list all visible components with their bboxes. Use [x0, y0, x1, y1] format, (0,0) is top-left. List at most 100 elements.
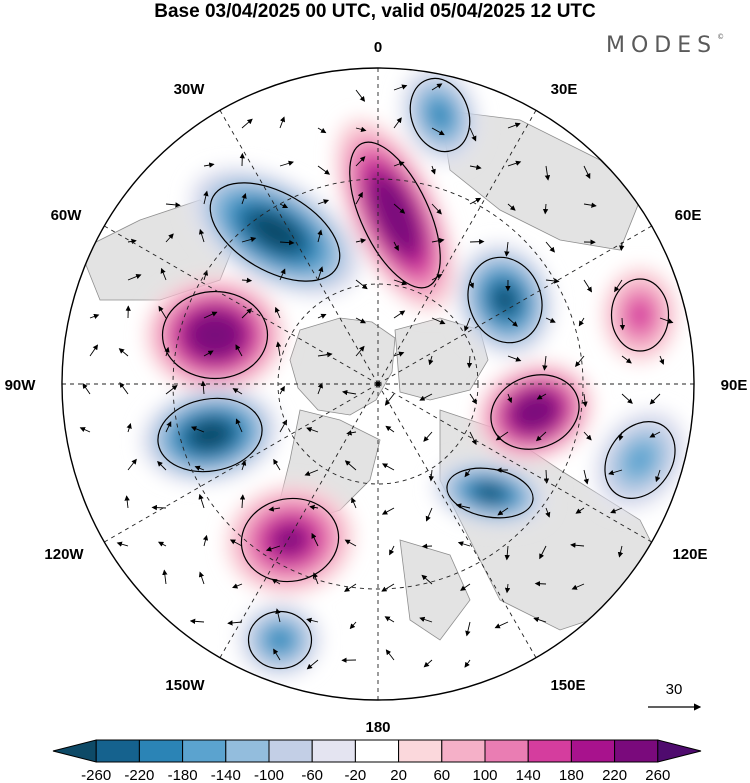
meridian-line — [377, 218, 665, 385]
wind-arrow — [355, 126, 367, 132]
wind-arrow — [344, 583, 357, 592]
wind-arrow — [534, 581, 547, 587]
wind-arrow — [617, 545, 624, 558]
lon-label-30e: 30E — [551, 81, 578, 98]
colorbar-tick-label: 100 — [472, 767, 497, 783]
wind-arrow — [265, 545, 281, 552]
wind-arrow — [570, 542, 585, 548]
wind-arrow — [466, 355, 473, 369]
wind-arrow — [346, 430, 357, 436]
wind-arrow — [583, 469, 589, 485]
colorbar-tick-label: -140 — [211, 767, 241, 783]
latitude-circle — [277, 283, 479, 485]
wind-arrow — [241, 193, 247, 205]
reference-vector: 30 — [648, 681, 702, 711]
wind-arrow — [279, 116, 286, 129]
wind-arrow — [464, 469, 471, 478]
wind-arrow — [457, 541, 471, 547]
circulation-line — [349, 141, 441, 289]
circulation-line — [240, 497, 340, 583]
colorbar-tick-label: 180 — [559, 767, 584, 783]
wind-arrow — [342, 389, 357, 396]
wind-arrow — [542, 203, 549, 215]
wind-arrow — [189, 618, 205, 625]
anomaly-contour — [496, 289, 514, 311]
colorbar-tick-label: -60 — [301, 767, 323, 783]
wind-arrow — [655, 469, 661, 483]
wind-arrow — [507, 393, 513, 404]
wind-arrow — [465, 621, 471, 637]
wind-arrow — [421, 574, 433, 585]
wind-arrow — [649, 393, 661, 405]
wind-arrow — [431, 83, 443, 91]
wind-arrow — [507, 203, 516, 211]
wind-arrow — [389, 545, 395, 556]
wind-arrow — [384, 616, 395, 623]
wind-arrow — [544, 165, 551, 181]
lon-label-0: 0 — [374, 39, 382, 56]
wind-arrow — [385, 425, 395, 433]
wind-arrow — [542, 355, 548, 371]
wind-arrow — [158, 305, 167, 319]
anomaly-contour — [479, 487, 501, 499]
wind-arrow — [455, 503, 471, 509]
wind-arrow — [583, 202, 597, 208]
reference-vector-label: 30 — [666, 681, 683, 698]
wind-arrow — [89, 344, 99, 357]
wind-arrow — [431, 274, 443, 281]
graticule — [62, 68, 694, 700]
meridian-line — [212, 383, 379, 671]
wind-arrow — [119, 382, 129, 395]
wind-arrow — [419, 616, 433, 623]
wind-arrow — [157, 460, 167, 471]
wind-arrow — [279, 203, 289, 209]
wind-vectors — [79, 77, 676, 670]
anomaly-contour — [511, 392, 559, 432]
colorbar-swatch — [527, 739, 572, 763]
wind-arrow — [279, 268, 286, 281]
wind-arrow — [355, 156, 366, 167]
wind-arrow — [198, 493, 205, 509]
wind-arrow — [241, 118, 253, 129]
anomaly-contour — [251, 213, 299, 251]
wind-arrow — [431, 317, 446, 325]
wind-arrow — [539, 545, 547, 560]
wind-arrow — [469, 238, 485, 245]
anomaly-contour — [190, 421, 230, 449]
circulation-line — [610, 278, 670, 352]
lon-label-60w: 60W — [51, 207, 83, 224]
wind-arrow — [507, 160, 522, 167]
wind-arrow — [194, 465, 205, 471]
wind-arrow — [227, 620, 243, 626]
wind-arrow — [393, 84, 408, 91]
circulation-line — [604, 421, 676, 499]
colorbar-tick-label: 60 — [433, 767, 450, 783]
wind-arrow — [355, 279, 368, 290]
circulation-line — [157, 397, 263, 473]
wind-arrow — [385, 649, 395, 661]
wind-arrow — [241, 459, 247, 471]
wind-arrow — [309, 504, 319, 511]
wind-arrow — [504, 545, 510, 561]
wind-arrow — [124, 495, 130, 509]
wind-arrow — [423, 431, 433, 442]
wind-arrow — [545, 317, 556, 323]
wind-arrow — [317, 382, 323, 395]
wind-arrow — [619, 317, 626, 331]
arctic-land — [394, 317, 489, 401]
wind-arrow — [317, 199, 330, 205]
wind-arrow — [431, 237, 445, 244]
wind-arrow — [575, 507, 585, 514]
colorbar-swatch — [441, 739, 486, 763]
latitude-circle — [172, 178, 584, 590]
wind-arrow — [229, 539, 243, 547]
colorbar-swatch — [484, 739, 529, 763]
wind-arrow — [306, 427, 319, 433]
wind-arrow — [425, 507, 433, 522]
wind-arrow — [198, 228, 205, 243]
wind-arrow — [618, 431, 624, 441]
wind-arrow — [423, 659, 433, 668]
wind-arrow — [355, 238, 367, 244]
colorbar-tick-label: 220 — [602, 767, 627, 783]
